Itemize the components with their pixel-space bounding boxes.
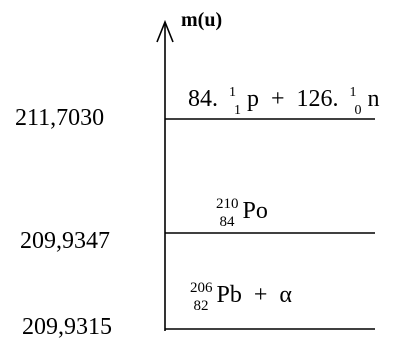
level-species-nucleons: 84. 1 1 p + 126. 1 0 n [188,76,380,120]
level-species-pb-alpha: 206 82 Pb + α [190,272,292,316]
level-value-po: 209,9347 [20,228,110,254]
level-value-pb-alpha: 209,9315 [22,314,112,338]
axis-arrow-icon [156,19,174,43]
level-species-po: 210 84 Po [216,188,268,232]
level-value-nucleons: 211,7030 [15,105,104,131]
axis-label: m(u) [181,9,222,31]
